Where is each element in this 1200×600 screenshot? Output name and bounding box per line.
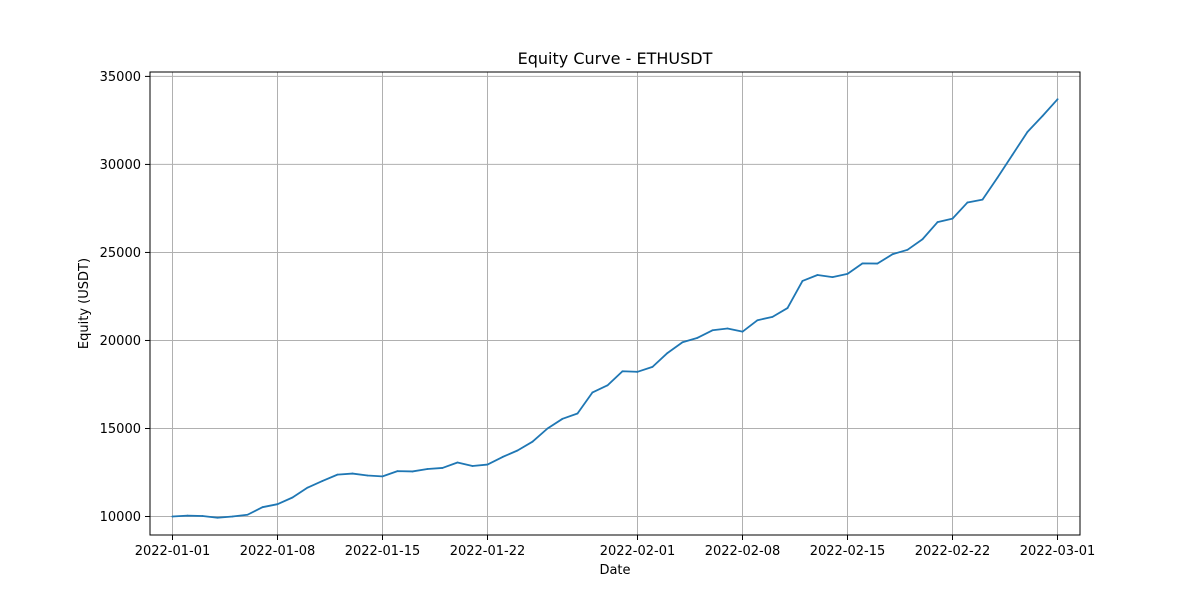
chart-title: Equity Curve - ETHUSDT	[518, 49, 713, 68]
data-point	[471, 465, 474, 467]
data-point	[591, 391, 594, 394]
data-point	[771, 315, 774, 318]
data-point	[171, 515, 174, 518]
data-point	[996, 176, 999, 179]
y-tick-label: 10000	[100, 510, 141, 525]
ticks: 2022-01-01 2022-01-08 2022-01-15 2022-01-22…	[100, 70, 1096, 559]
x-tick-label: 2022-02-22	[915, 544, 991, 559]
data-point	[516, 449, 519, 452]
data-point	[921, 238, 924, 241]
x-tick-label: 2022-02-08	[705, 544, 781, 559]
data-point	[501, 456, 504, 458]
data-point	[396, 470, 399, 472]
x-tick-label: 2022-02-01	[600, 544, 676, 559]
x-tick-label: 2022-01-01	[135, 544, 211, 559]
data-point	[981, 198, 984, 201]
data-point	[246, 513, 249, 516]
data-point	[906, 248, 909, 251]
y-tick-label: 15000	[100, 422, 141, 437]
data-point	[426, 468, 429, 470]
equity-series-line	[171, 98, 1059, 519]
y-tick-label: 35000	[100, 70, 141, 85]
data-point	[831, 276, 834, 278]
data-point	[861, 262, 864, 265]
data-point	[321, 480, 324, 482]
data-point	[711, 329, 714, 332]
data-point	[801, 280, 804, 282]
y-tick-label: 20000	[100, 334, 141, 349]
data-point	[681, 341, 684, 344]
x-tick-label: 2022-02-15	[810, 544, 886, 559]
data-point	[621, 370, 624, 373]
x-tick-label: 2022-01-15	[345, 544, 421, 559]
data-point	[186, 514, 189, 517]
data-point	[561, 417, 564, 420]
y-tick-label: 30000	[100, 158, 141, 173]
data-point	[606, 384, 609, 387]
data-point	[666, 352, 669, 354]
data-point	[786, 307, 789, 309]
data-point	[576, 412, 579, 415]
data-point	[1026, 130, 1029, 133]
data-point	[231, 515, 234, 518]
data-point	[336, 473, 339, 476]
data-point	[726, 327, 729, 330]
series-layer	[171, 98, 1059, 519]
x-axis-label: Date	[599, 563, 630, 578]
data-point	[531, 440, 534, 443]
data-point	[546, 427, 549, 430]
x-tick-label: 2022-03-01	[1020, 544, 1096, 559]
data-point	[1056, 98, 1059, 101]
y-axis-label: Equity (USDT)	[77, 258, 92, 349]
y-tick-label: 25000	[100, 246, 141, 261]
data-point	[891, 253, 894, 256]
x-tick-label: 2022-01-08	[240, 544, 316, 559]
data-point	[846, 273, 849, 275]
data-point	[306, 486, 309, 489]
data-point	[351, 472, 354, 475]
data-point	[1011, 153, 1014, 156]
plot-frame	[149, 71, 1081, 536]
data-point	[651, 365, 654, 368]
data-point	[876, 262, 879, 265]
data-point	[261, 506, 264, 509]
data-point	[966, 201, 969, 204]
data-point	[216, 516, 219, 519]
data-point	[456, 461, 459, 464]
data-point	[756, 319, 759, 322]
data-point	[636, 370, 639, 373]
data-point	[291, 496, 294, 499]
data-point	[1041, 115, 1044, 117]
data-point	[366, 474, 369, 477]
data-point	[381, 475, 384, 478]
data-point	[441, 467, 444, 469]
data-point	[411, 470, 414, 473]
x-tick-label: 2022-01-22	[450, 544, 526, 559]
data-point	[936, 221, 939, 224]
data-point	[741, 330, 744, 333]
data-point	[201, 515, 204, 517]
data-point	[696, 336, 699, 339]
grid	[150, 72, 1080, 535]
data-point	[486, 463, 489, 466]
data-point	[816, 274, 819, 276]
data-point	[951, 217, 954, 220]
data-point	[276, 503, 279, 506]
